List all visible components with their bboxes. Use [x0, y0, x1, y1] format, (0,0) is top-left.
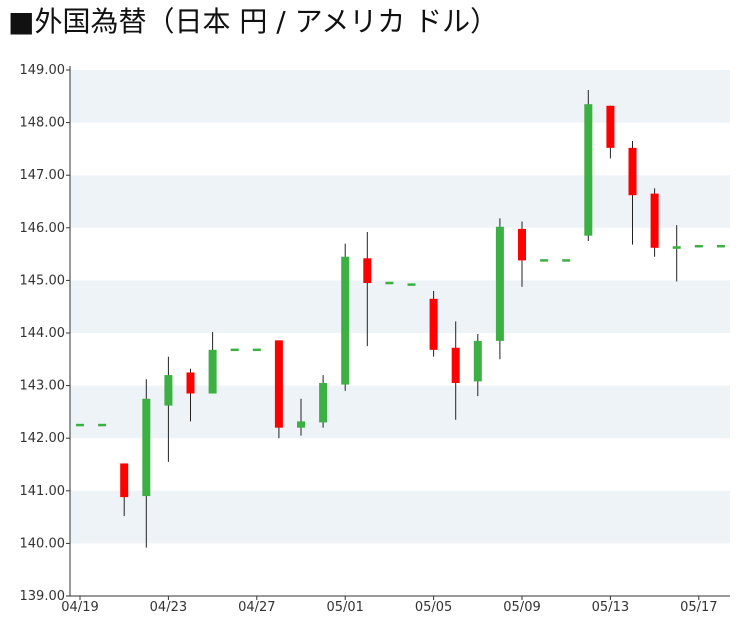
candle-body [98, 423, 107, 427]
x-tick-label: 05/09 [503, 600, 540, 615]
candle-body [672, 246, 681, 249]
candle [694, 244, 703, 248]
candle-body [164, 375, 173, 406]
grid-band [70, 70, 730, 123]
candle [429, 290, 438, 357]
grid-band [70, 490, 730, 544]
candle-body [76, 423, 84, 427]
x-tick-label: 04/23 [150, 600, 187, 615]
candle-body [694, 244, 703, 248]
candle-body [606, 105, 615, 148]
grid-band [70, 175, 730, 228]
candle [606, 105, 615, 159]
candle [407, 283, 416, 286]
candle-body [562, 259, 571, 262]
grid-bands [70, 70, 730, 544]
candle-body [451, 347, 460, 383]
candle [208, 331, 217, 394]
x-tick-label: 05/05 [415, 600, 452, 615]
candle-body [230, 348, 239, 352]
candle-body [274, 340, 283, 428]
candle [473, 334, 482, 397]
y-tick-label: 143.00 [20, 379, 66, 394]
candle [120, 463, 129, 517]
candle [540, 259, 549, 262]
candle-body [473, 340, 482, 382]
candle-body [297, 421, 305, 428]
candle-body [341, 256, 350, 385]
candle [341, 243, 350, 391]
candle-body [628, 147, 637, 196]
candle-body [429, 298, 438, 350]
candle-body [650, 193, 659, 248]
candle-body [716, 244, 725, 248]
candle-body [208, 349, 217, 394]
candle-body [518, 228, 526, 261]
y-tick-label: 144.00 [20, 326, 66, 341]
candle-body [584, 104, 593, 236]
candle [518, 221, 526, 287]
candle-body [540, 259, 549, 262]
candle-body [120, 463, 129, 498]
y-tick-label: 149.00 [20, 63, 66, 78]
y-axis: 139.00 140.00 141.00 142.00 143.00 144.00 145.… [20, 63, 71, 604]
y-tick-label: 145.00 [20, 273, 66, 288]
candle [716, 244, 725, 248]
candle-body [186, 372, 195, 394]
candle [385, 281, 394, 285]
y-tick-label: 142.00 [20, 431, 66, 446]
candle [76, 423, 84, 427]
x-tick-label: 04/19 [61, 600, 98, 615]
x-tick-label: 05/13 [592, 600, 629, 615]
candle-body [363, 258, 372, 284]
candle [672, 225, 681, 282]
candle [451, 321, 460, 420]
y-tick-label: 146.00 [20, 221, 66, 236]
candle [186, 368, 195, 422]
candle [319, 375, 328, 428]
y-tick-label: 147.00 [20, 168, 66, 183]
candle [274, 340, 283, 439]
candle [650, 188, 659, 257]
grid-band [70, 280, 730, 333]
x-tick-label: 05/17 [680, 600, 717, 615]
y-tick-label: 140.00 [20, 536, 66, 551]
candle [363, 232, 372, 347]
candle-body [495, 226, 504, 341]
candle-body [385, 281, 394, 285]
chart-title: ■外国為替（日本 円 / アメリカ ドル） [8, 5, 499, 38]
y-tick-label: 141.00 [20, 484, 66, 499]
candles [76, 89, 725, 548]
candle [297, 398, 305, 436]
candle [142, 379, 151, 548]
candle-body [407, 283, 416, 286]
x-tick-label: 05/01 [326, 600, 363, 615]
candle-body [319, 382, 328, 423]
x-tick-label: 04/27 [238, 600, 275, 615]
candle [584, 89, 593, 241]
candle [562, 259, 571, 262]
candle [628, 141, 637, 245]
candle [164, 356, 173, 462]
candle [98, 423, 107, 427]
candle [230, 348, 239, 352]
x-axis: 04/19 04/23 04/27 05/01 05/05 05/09 05/13 05/17 [61, 595, 730, 615]
candle-body [142, 398, 151, 497]
grid-band [70, 385, 730, 439]
y-tick-label: 148.00 [20, 116, 66, 131]
candle [252, 348, 261, 352]
candle [495, 218, 504, 360]
y-tick-label: 139.00 [20, 589, 66, 604]
candle-body [252, 348, 261, 352]
